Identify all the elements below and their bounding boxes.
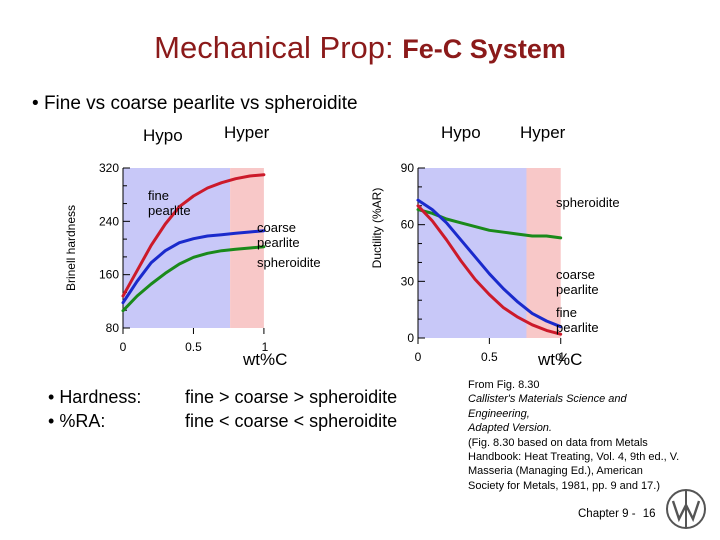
source-line-1: From Fig. 8.30: [468, 379, 540, 391]
left-hyper-label: Hyper: [224, 123, 270, 142]
right-hyper-region: [526, 168, 561, 338]
left-series-fine-pearlite: [121, 173, 266, 298]
left-series-coarse-pearlite: [121, 229, 266, 305]
source-line-3: Adapted Version.: [468, 422, 552, 435]
right-hypo-label: Hypo: [441, 123, 481, 142]
wiley-logo-icon: [666, 489, 706, 529]
hardness-label: Hardness:: [59, 387, 142, 407]
property-list: • Hardness: • %RA:: [48, 385, 141, 433]
source-line-2: Callister's Materials Science and Engine…: [468, 393, 627, 420]
right-y-tick-label: 60: [401, 218, 415, 232]
left-hypo-label: Hypo: [143, 126, 183, 145]
right-y-tick-label: 0: [407, 331, 414, 345]
right-chart: 0 30 60 90 0 0.5 1 Ductility (%AR): [370, 161, 565, 364]
right-y-tick-label: 90: [401, 161, 415, 175]
source-line-4: (Fig. 8.30 based on data from Metals Han…: [468, 436, 680, 492]
hardness-result: fine > coarse > spheroidite: [185, 387, 398, 407]
right-series-fine-pearlite: [416, 204, 563, 336]
left-hypo-region: [123, 168, 231, 328]
left-ylabel: Brinell hardness: [64, 205, 78, 291]
main-bullet: • Fine vs coarse pearlite vs spheroidite: [32, 93, 358, 115]
source-note: From Fig. 8.30 Callister's Materials Sci…: [468, 378, 680, 493]
left-x-tick-label: 0.5: [185, 340, 202, 354]
property-results: fine > coarse > spheroidite fine < coars…: [185, 385, 397, 433]
right-hyper-label: Hyper: [520, 123, 566, 142]
right-series-coarse-pearlite: [416, 198, 563, 329]
right-ylabel: Ductility (%AR): [370, 188, 384, 269]
right-x-tick-label: 1: [558, 350, 565, 364]
title-bold: Fe-C System: [402, 34, 566, 64]
right-coarse-pearlite-label: coarse pearlite: [556, 267, 599, 297]
left-coarse-pearlite-label: coarse pearlite: [257, 220, 300, 250]
title-main: Mechanical Prop:: [154, 30, 394, 65]
bullet-text: Fine vs coarse pearlite vs spheroidite: [43, 93, 358, 114]
right-y-tick-label: 30: [401, 274, 415, 288]
chapter-footer: Chapter 9 - 16: [578, 508, 656, 520]
bullet-dot: •: [32, 93, 44, 114]
ra-result: fine < coarse < spheroidite: [185, 411, 398, 431]
left-series-spheroidite: [121, 245, 266, 313]
right-x-tick-label: 0.5: [481, 350, 498, 364]
left-y-tick-label: 320: [99, 161, 119, 175]
left-x-tick-label: 1: [262, 340, 269, 354]
left-y-tick-label: 160: [99, 268, 119, 282]
left-chart: 80 160 240 320 0 0.5 1 Brinell hardness: [64, 161, 269, 354]
right-xlabel: wt%C: [538, 350, 583, 369]
left-xlabel: wt%C: [243, 350, 288, 369]
slide-title: Mechanical Prop: Fe-C System: [0, 30, 720, 66]
right-spheroidite-label: spheroidite: [556, 195, 620, 210]
ra-label: %RA:: [59, 411, 106, 431]
hardness-item: • Hardness:: [48, 387, 142, 407]
right-x-tick-label: 0: [415, 350, 422, 364]
left-y-tick-label: 80: [106, 321, 120, 335]
right-fine-pearlite-label: fine pearlite: [556, 305, 599, 335]
ra-item: • %RA:: [48, 411, 106, 431]
left-fine-pearlite-label: fine pearlite: [148, 188, 191, 218]
left-x-tick-label: 0: [120, 340, 127, 354]
left-spheroidite-label: spheroidite: [257, 255, 321, 270]
left-y-tick-label: 240: [99, 214, 119, 228]
chapter-label: Chapter 9 -: [578, 508, 636, 520]
page-number: 16: [642, 508, 656, 520]
